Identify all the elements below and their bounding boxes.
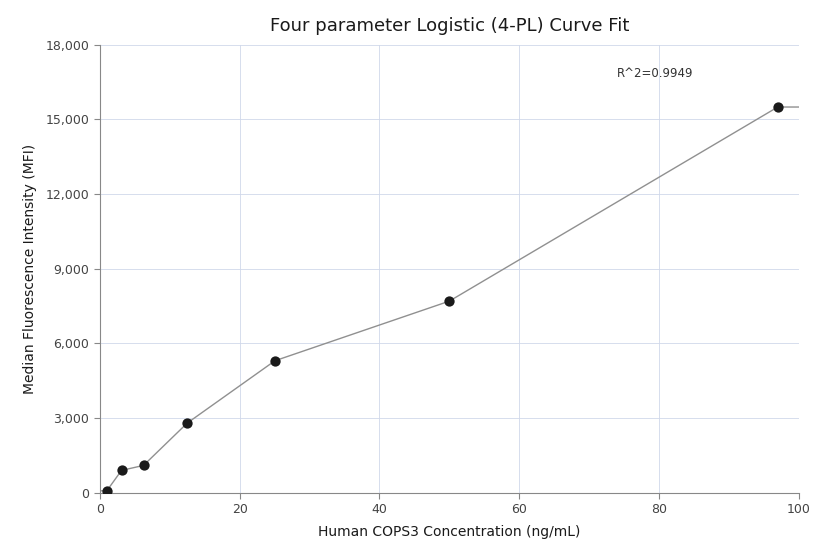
- Point: [136, 461, 151, 470]
- Point: [100, 486, 113, 495]
- Y-axis label: Median Fluorescence Intensity (MFI): Median Fluorescence Intensity (MFI): [23, 144, 37, 394]
- Point: [771, 102, 785, 111]
- Point: [181, 419, 194, 428]
- Point: [115, 466, 128, 475]
- Point: [443, 297, 456, 306]
- Title: Four parameter Logistic (4-PL) Curve Fit: Four parameter Logistic (4-PL) Curve Fit: [270, 17, 629, 35]
- Text: R^2=0.9949: R^2=0.9949: [617, 67, 694, 80]
- Point: [268, 356, 281, 365]
- X-axis label: Human COPS3 Concentration (ng/mL): Human COPS3 Concentration (ng/mL): [318, 525, 581, 539]
